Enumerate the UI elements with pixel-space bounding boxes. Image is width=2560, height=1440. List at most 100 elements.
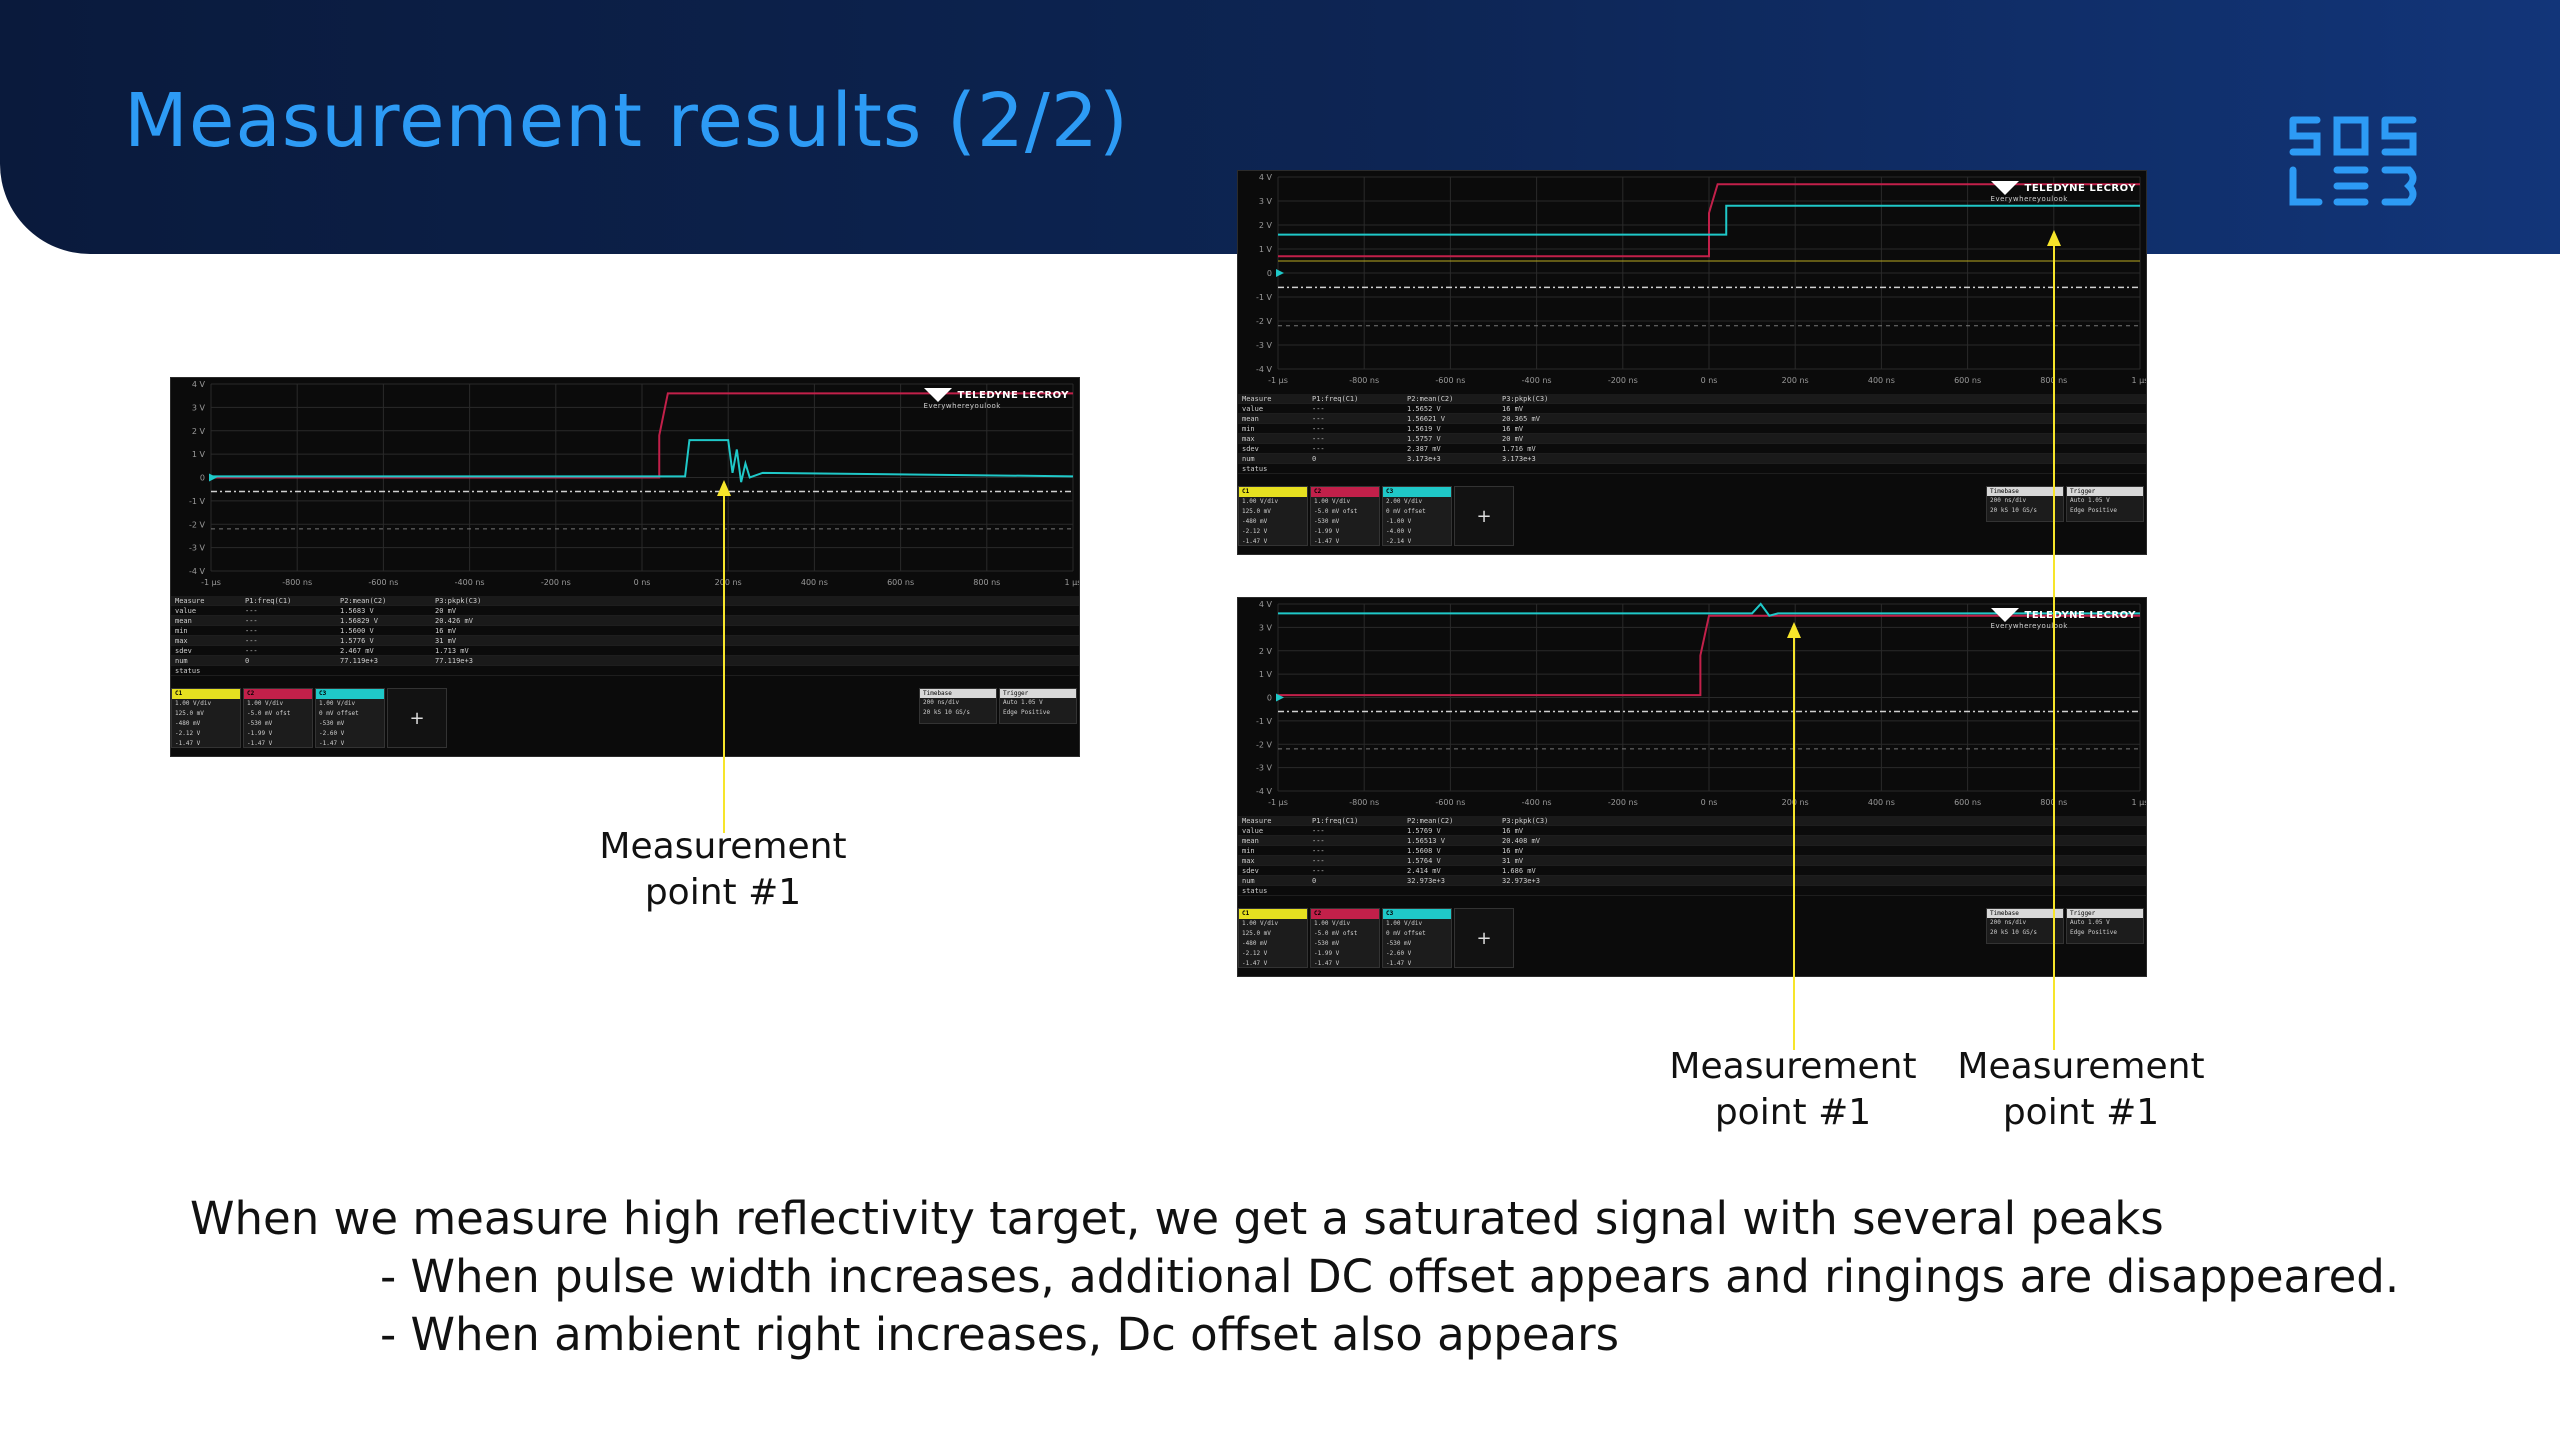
trigger-box-value: Auto 1.05 V — [2070, 497, 2110, 504]
measure-cell: --- — [1312, 445, 1325, 453]
measure-table: Measure P1:freq(C1) P2:mean(C2) P3:pkpk(C3)… — [1238, 816, 2146, 896]
measure-cell: 3.173e+3 — [1502, 455, 1536, 463]
measure-cell — [1498, 886, 1593, 895]
channel-value: -1.47 V — [319, 740, 345, 747]
add-channel-button[interactable]: + — [1454, 908, 1514, 968]
channel-box-c1[interactable]: C1 1.00 V/div 125.0 mV -480 mV -2.12 V -1.47 … — [1238, 486, 1308, 546]
channel-value: -5.0 mV ofst — [1314, 508, 1358, 515]
measure-cell: 1.56513 V — [1407, 837, 1445, 845]
x-tick-label: 200 ns — [715, 578, 742, 587]
timebase-box-label: Timebase — [920, 689, 996, 698]
channel-value: 1.00 V/div — [319, 700, 356, 707]
trigger-box[interactable]: Trigger Auto 1.05 V Edge Positive — [999, 688, 1077, 724]
channel-box-c1[interactable]: C1 1.00 V/div 125.0 mV -480 mV -2.12 V -1.47 … — [1238, 908, 1308, 968]
measure-cell: 16 mV — [1502, 405, 1524, 413]
measure-cell: status — [175, 667, 201, 675]
measure-cell: sdev — [1242, 445, 1259, 453]
channel-value: -530 mV — [1314, 518, 1340, 525]
add-channel-button[interactable]: + — [387, 688, 447, 748]
measure-cell: 31 mV — [1502, 857, 1524, 865]
trigger-level-marker — [209, 473, 217, 482]
y-tick-label: 1 V — [1259, 245, 1273, 254]
channel-value: -2.60 V — [1386, 950, 1412, 957]
x-tick-label: -800 ns — [1349, 798, 1379, 807]
channel-box-c2[interactable]: C2 1.00 V/div -5.0 mV ofst -530 mV -1.99 V -1… — [243, 688, 313, 748]
scope-brand: TELEDYNE LECROY Everywhereyoulook — [923, 388, 1069, 410]
measure-row: num 0 77.119e+3 77.119e+3 — [171, 656, 1079, 666]
measure-cell — [1308, 886, 1403, 895]
channel-box-c2[interactable]: C2 1.00 V/div -5.0 mV ofst -530 mV -1.99 V -1… — [1310, 486, 1380, 546]
measure-cell — [1403, 464, 1498, 473]
x-tick-label: -400 ns — [455, 578, 485, 587]
page-title: Measurement results (2/2) — [124, 78, 1129, 164]
y-tick-label: -4 V — [189, 567, 206, 576]
measure-cell: --- — [1312, 435, 1325, 443]
measure-cell: P2:mean(C2) — [1407, 395, 1454, 403]
measure-row: value --- 1.5652 V 16 mV — [1238, 404, 2146, 414]
y-tick-label: 3 V — [1259, 197, 1273, 206]
x-tick-label: 400 ns — [1868, 376, 1895, 385]
measure-cell: P2:mean(C2) — [340, 597, 387, 605]
timebase-trigger: Timebase 200 ns/div 20 kS 10 GS/s Trigger Au… — [919, 688, 1077, 724]
y-tick-label: -1 V — [1256, 293, 1273, 302]
x-tick-label: -200 ns — [541, 578, 571, 587]
measure-row: status — [171, 666, 1079, 676]
measure-row: max --- 1.5764 V 31 mV — [1238, 856, 2146, 866]
add-channel-button[interactable]: + — [1454, 486, 1514, 546]
measure-cell: status — [1242, 887, 1268, 895]
scope-screenshot-bottom-right: 4 V 3 V 2 V 1 V 0 -1 V -2 V -3 V -4 V -1 µs -800 n… — [1237, 597, 2147, 977]
measure-cell: P2:mean(C2) — [1407, 817, 1454, 825]
callout-line1: Measurement — [1957, 1046, 2205, 1087]
channel-row: C1 1.00 V/div 125.0 mV -480 mV -2.12 V -1.47 … — [171, 688, 447, 748]
channel-box-c1[interactable]: C1 1.00 V/div 125.0 mV -480 mV -2.12 V -1.47 … — [171, 688, 241, 748]
channel-box-c3[interactable]: C3 1.00 V/div 0 mV offset -530 mV -2.60 V -1.… — [1382, 908, 1452, 968]
x-tick-label: -600 ns — [1435, 376, 1465, 385]
x-tick-label: -200 ns — [1608, 376, 1638, 385]
measure-row: status — [1238, 464, 2146, 474]
channel-box-c2[interactable]: C2 1.00 V/div -5.0 mV ofst -530 mV -1.99 V -1… — [1310, 908, 1380, 968]
channel-value: -1.47 V — [1242, 538, 1268, 545]
channel-box-c3[interactable]: C3 1.00 V/div 0 mV offset -530 mV -2.60 V -1.… — [315, 688, 385, 748]
channel-name: C3 — [1383, 909, 1451, 919]
scope-screenshot-left: 4 V 3 V 2 V 1 V 0 -1 V -2 V -3 V -4 V -1 µs -800 n… — [170, 377, 1080, 757]
pointer-arrow-top-right — [2047, 230, 2061, 246]
trigger-box[interactable]: Trigger Auto 1.05 V Edge Positive — [2066, 908, 2144, 944]
x-tick-label: -800 ns — [1349, 376, 1379, 385]
measure-cell: 20.426 mV — [435, 617, 473, 625]
trace-c2 — [1278, 183, 2140, 258]
trigger-box-label: Trigger — [2067, 487, 2143, 496]
measure-cell: max — [175, 637, 188, 645]
timebase-box[interactable]: Timebase 200 ns/div 20 kS 10 GS/s — [1986, 908, 2064, 944]
measure-cell: 2.414 mV — [1407, 867, 1441, 875]
measure-cell: 1.5619 V — [1407, 425, 1441, 433]
measure-cell: 0 — [1312, 455, 1317, 463]
trace-c2 — [211, 392, 1073, 479]
channel-value: -1.47 V — [1314, 960, 1340, 967]
x-tick-label: 1 µs — [2132, 376, 2147, 385]
timebase-trigger: Timebase 200 ns/div 20 kS 10 GS/s Trigger Au… — [1986, 486, 2144, 522]
pointer-line-left — [723, 488, 725, 833]
trace-c2 — [1278, 614, 2140, 697]
trigger-box-value: Auto 1.05 V — [2070, 919, 2110, 926]
callout-top-right: Measurement point #1 — [1956, 1044, 2206, 1136]
trigger-box-value: Auto 1.05 V — [1003, 699, 1043, 706]
measure-cell: --- — [1312, 827, 1325, 835]
y-tick-label: 0 — [1267, 269, 1272, 278]
trace-c3 — [211, 439, 1074, 483]
channel-box-c3[interactable]: C3 2.00 V/div 0 mV offset -1.00 V -4.00 V -2.… — [1382, 486, 1452, 546]
measure-cell: --- — [245, 617, 258, 625]
timebase-box[interactable]: Timebase 200 ns/div 20 kS 10 GS/s — [919, 688, 997, 724]
measure-cell: value — [1242, 405, 1264, 413]
measure-cell: 1.5683 V — [340, 607, 374, 615]
scope-screenshot-top-right: 4 V 3 V 2 V 1 V 0 -1 V -2 V -3 V -4 V -1 µs -800 n… — [1237, 170, 2147, 555]
measure-row: min --- 1.5619 V 16 mV — [1238, 424, 2146, 434]
measure-row: max --- 1.5757 V 20 mV — [1238, 434, 2146, 444]
y-tick-label: 2 V — [192, 427, 206, 436]
measure-cell: 20 mV — [435, 607, 457, 615]
channel-name: C2 — [1311, 909, 1379, 919]
measure-cell: 1.56829 V — [340, 617, 378, 625]
trigger-box-value: Edge Positive — [2070, 507, 2117, 514]
trigger-box[interactable]: Trigger Auto 1.05 V Edge Positive — [2066, 486, 2144, 522]
timebase-box[interactable]: Timebase 200 ns/div 20 kS 10 GS/s — [1986, 486, 2064, 522]
x-tick-label: -800 ns — [282, 578, 312, 587]
